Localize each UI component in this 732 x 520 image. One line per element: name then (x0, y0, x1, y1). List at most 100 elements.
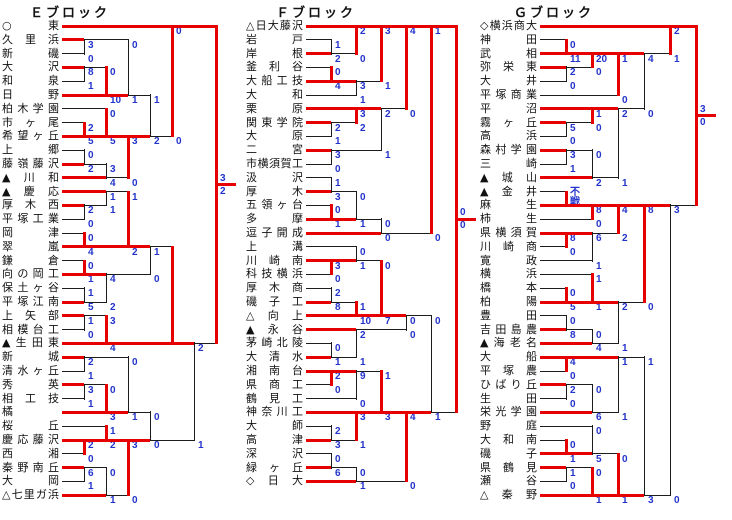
match-score: 4 (570, 357, 576, 369)
match-score: 1 (110, 205, 116, 217)
bracket-line (592, 52, 618, 56)
match-score: 2 (110, 302, 116, 313)
match-score: 0 (570, 81, 576, 93)
bracket-line (306, 369, 331, 373)
team-name: 高浜 (480, 130, 537, 142)
team-name: 市ヶ尾 (2, 116, 59, 129)
match-score: 5 (570, 122, 576, 134)
match-score: 2 (622, 302, 628, 313)
team-name-char: 和 (503, 433, 514, 446)
match-score: 1 (154, 246, 160, 258)
bracket-line (128, 245, 150, 249)
match-score: 0 (410, 108, 416, 120)
match-score: 0 (570, 398, 576, 410)
team-name-char: 保 (2, 281, 13, 295)
team-name-char: 田 (31, 336, 43, 350)
team-name-char: ガ (35, 488, 47, 502)
team-name-char: 逗 (246, 226, 257, 239)
team-name: 寛政 (480, 254, 537, 267)
match-score: 3 (360, 108, 366, 120)
bracket-line (105, 163, 107, 179)
bracket-line (62, 149, 84, 151)
team-name-char: 木 (269, 281, 280, 295)
seed-marker: △ (246, 19, 255, 32)
team-name-char: 見 (526, 460, 537, 474)
team-name: ▲ 慶応 (2, 185, 59, 198)
bracket-line (406, 410, 431, 414)
team-name-char: 子 (269, 295, 280, 308)
match-score: 2 (385, 108, 391, 120)
team-name-char: 台 (292, 364, 303, 377)
match-score: 0 (570, 481, 576, 493)
seed-marker: ◇ (480, 19, 489, 32)
bracket-line (83, 356, 85, 372)
match-score: 2 (335, 53, 341, 65)
team-name-char: 生 (15, 336, 27, 350)
bracket-line (564, 356, 568, 372)
team-name-char: 津 (292, 433, 303, 446)
match-score: 1 (88, 371, 94, 382)
team-name-char: 永 (267, 322, 279, 336)
team-name: 深沢 (246, 447, 303, 460)
team-name-char: 野 (48, 88, 59, 101)
team-name-char: 秦 (501, 488, 513, 502)
bracket-line (82, 439, 86, 455)
team-name-char: 大 (525, 19, 537, 32)
match-score: 0 (460, 220, 466, 232)
team-name-char: 陵 (291, 336, 303, 350)
match-score: 2 (335, 371, 341, 382)
match-score: 1 (622, 495, 628, 507)
match-score: 0 (88, 233, 94, 244)
team-name-char: 商 (526, 239, 537, 253)
match-score: 0 (360, 191, 366, 203)
team-name: ◇ 横浜商大 (480, 20, 537, 32)
bracket-line (306, 273, 331, 275)
team-name: 上溝 (246, 240, 303, 253)
team-name-char: 井 (526, 74, 537, 88)
team-name: 逗子開成 (246, 227, 303, 239)
team-name-char: ヶ (503, 115, 514, 129)
bracket-line (591, 232, 593, 262)
match-score: 3 (88, 39, 94, 51)
bracket-line (617, 301, 619, 345)
bracket-line (306, 39, 331, 41)
team-name-char: 学 (32, 101, 44, 115)
bracket-line (540, 287, 566, 289)
match-score: 1 (360, 440, 366, 451)
bracket-line (540, 176, 592, 180)
team-name-char: 崎 (261, 336, 273, 350)
bracket-line (591, 425, 593, 455)
team-name-char: 鶴 (503, 460, 514, 474)
bracket-line (564, 190, 568, 207)
team-name: 上矢部 (2, 309, 59, 322)
team-name-char: 沼 (526, 101, 537, 115)
team-name-char: 塚 (495, 88, 507, 101)
bracket-line (62, 38, 84, 42)
team-name-char: 田 (495, 322, 507, 336)
team-name-char: 業 (525, 88, 537, 101)
team-name-char: 浜 (501, 19, 513, 32)
team-name: 岸根 (246, 47, 303, 60)
match-score: 4 (596, 343, 602, 355)
match-score: 5 (88, 136, 94, 148)
bracket-line (194, 342, 216, 344)
match-score: 1 (88, 81, 94, 93)
team-name-char: 田 (526, 308, 537, 322)
bracket-line (306, 190, 331, 194)
team-name-char: 上 (292, 308, 303, 322)
team-name-char: 平 (480, 101, 491, 115)
bracket-line (381, 108, 406, 110)
match-score: 0 (132, 177, 138, 189)
match-score: 1 (622, 53, 628, 65)
team-name-char: 賀 (525, 226, 537, 239)
bracket-line (592, 232, 618, 234)
team-name-char: 商 (510, 88, 522, 101)
bracket-line (564, 38, 568, 55)
bracket-line (104, 425, 108, 441)
team-name-char: 麻 (480, 198, 491, 212)
bracket-line (106, 341, 172, 345)
match-score: 0 (176, 136, 182, 148)
match-score: 2 (220, 185, 226, 197)
match-score: 0 (88, 453, 94, 465)
team-name-char: 岡 (2, 226, 13, 239)
